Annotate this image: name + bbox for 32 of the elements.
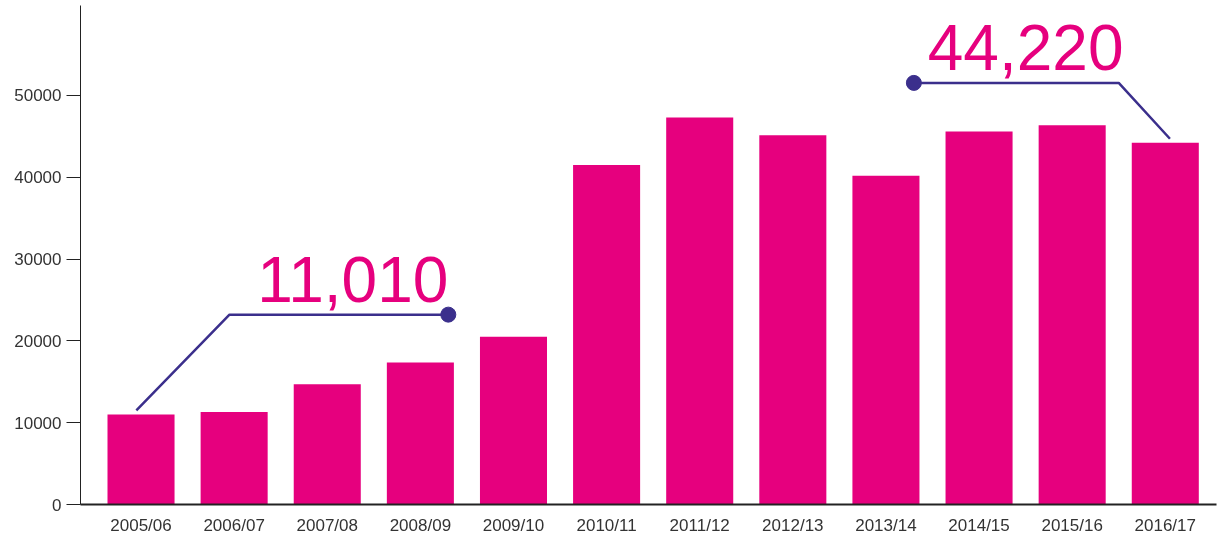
bar — [666, 117, 734, 505]
bar — [1131, 142, 1199, 505]
bar — [479, 336, 547, 505]
y-tick-label: 20000 — [14, 331, 62, 351]
x-tick-label: 2005/06 — [110, 515, 172, 535]
y-tick-label: 0 — [52, 495, 62, 515]
x-tick-label: 2014/15 — [948, 515, 1010, 535]
x-tick-label: 2008/09 — [389, 515, 452, 535]
bar — [759, 135, 827, 505]
x-tick-label: 2011/12 — [669, 515, 730, 535]
bar — [293, 384, 361, 505]
x-tick-label: 2009/10 — [482, 515, 545, 535]
bar — [200, 412, 268, 505]
x-tick-label: 2013/14 — [855, 515, 917, 535]
bar — [1038, 125, 1106, 505]
bar — [107, 414, 175, 505]
x-tick-label: 2007/08 — [296, 515, 358, 535]
x-tick-label: 2010/11 — [576, 515, 637, 535]
bar — [573, 165, 641, 505]
y-tick-label: 10000 — [14, 413, 62, 433]
annotation: 44,220 — [927, 12, 1124, 85]
y-tick-label: 30000 — [14, 250, 62, 270]
x-tick-label: 2015/16 — [1041, 515, 1103, 535]
bar — [386, 362, 454, 505]
y-tick-label: 50000 — [14, 86, 62, 106]
y-tick-label: 40000 — [14, 168, 62, 188]
x-tick-label: 2016/17 — [1134, 515, 1197, 535]
bar — [852, 175, 920, 505]
annotation: 11,010 — [257, 244, 449, 317]
x-tick-label: 2006/07 — [203, 515, 265, 535]
bar — [945, 131, 1013, 505]
x-tick-label: 2012/13 — [762, 515, 824, 535]
